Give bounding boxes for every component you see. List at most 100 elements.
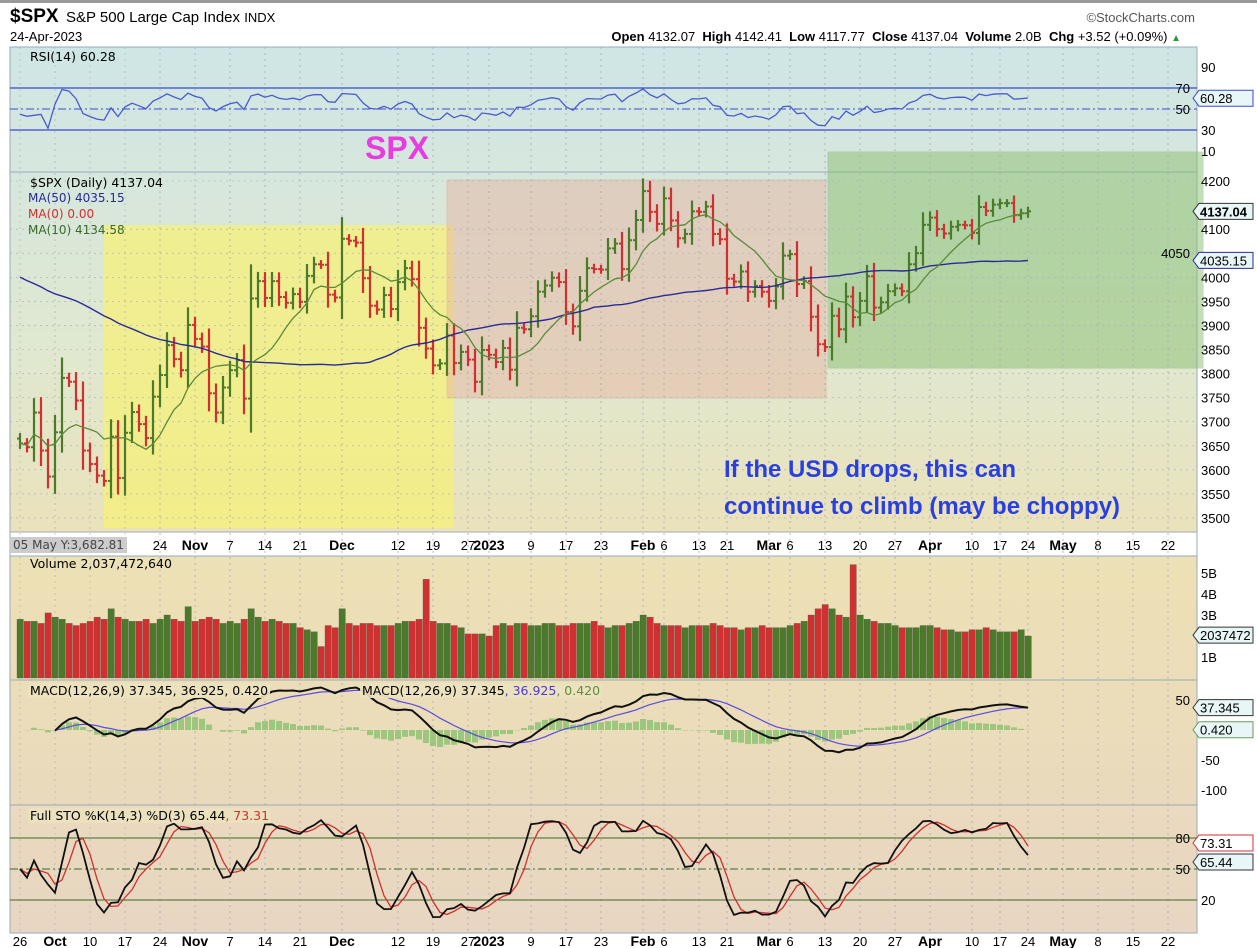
volume-bar [366,623,374,679]
bottom-date-label: 13 [692,934,706,948]
volume-bar [541,623,549,679]
volume-bar [996,631,1004,679]
volume-bar [128,621,136,679]
volume-bar [870,621,878,679]
volume-bar [100,619,108,679]
volume-bar [961,631,969,679]
volume-bar [611,625,619,679]
volume-bar [660,625,668,679]
macd-histogram-bar [451,730,457,745]
bottom-date-label: 12 [391,934,405,948]
macd-histogram-bar [605,721,611,730]
ma10-line [19,212,1029,451]
volume-last: 2037472 [1200,628,1251,643]
volume-bar [23,621,31,679]
volume-bar [93,616,101,679]
volume-last-tag [1192,626,1254,644]
volume-bar [891,625,899,679]
volume-bar [352,625,360,679]
volume-bar [884,623,892,679]
volume-bar [744,627,752,679]
volume-label: Volume [965,29,1012,44]
volume-bar [695,625,703,679]
open-label: Open [611,29,645,44]
bottom-date-label: May [1049,933,1076,948]
rsi-tick: 10 [1201,144,1215,159]
bottom-date-label: 8 [1094,934,1101,948]
macd-histogram-bar [913,721,919,730]
macd-histogram-bar [367,730,373,736]
macd-histogram-bar [248,727,254,730]
bottom-date-label: 17 [559,934,573,948]
volume-bar [905,627,913,679]
volume-bar [513,623,521,679]
price-tick: 3500 [1201,511,1230,526]
macd-line [54,686,1029,754]
bottom-date-label: 10 [965,934,979,948]
volume-bar [219,623,227,679]
bottom-date-label: Mar [757,933,782,948]
volume-bar [674,625,682,679]
volume-bar [989,629,997,679]
volume-bar [814,608,822,679]
volume-bar [401,621,409,679]
bottom-date-label: 19 [426,934,440,948]
volume-bar [520,623,528,679]
volume-bar [730,627,738,679]
volume-bar [268,619,276,679]
macd-histogram-bar [115,730,121,737]
volume-bar [688,625,696,679]
bottom-date-label: 15 [1126,934,1140,948]
macd-legend-hist: , 0.420 [556,683,601,698]
price-tick: 3900 [1201,318,1230,333]
ma50-legend: MA(50) 4035.15 [28,191,125,205]
macd-tick: -50 [1201,753,1220,768]
sto-d-line [19,821,1029,916]
volume-bar [912,627,920,679]
macd-histogram-bar [668,724,674,730]
volume-bar [44,612,52,679]
volume-bar [800,621,808,679]
volume-bar [233,623,241,679]
window-top-border [0,0,1257,3]
volume-bar [86,621,94,679]
macd-histogram-bar [318,725,324,730]
macd-histogram-bar [409,730,415,737]
volume-bar [464,633,472,679]
volume-bar [317,646,325,679]
volume-bar [919,625,927,679]
price-tick: 4100 [1201,222,1230,237]
volume-bar [205,616,213,679]
volume-bar [338,608,346,679]
macd-histogram-bar [472,730,478,743]
close-value: 4137.04 [911,29,959,44]
index-name: S&P 500 Large Cap Index [66,9,241,26]
macd-histogram-bar [969,723,975,730]
macd-histogram-bar [1004,725,1010,730]
low-label: Low [789,29,816,44]
macd-legend: MACD(12,26,9) 37.345, 36.925, 0.420 [360,683,603,698]
volume-bar [702,625,710,679]
macd-histogram-bar [94,730,100,735]
bottom-date-label: 26 [13,934,27,948]
macd-histogram-bar [731,730,737,743]
rsi-tick: 70 [1176,81,1190,96]
volume-bar [926,625,934,679]
spx-annotation: SPX [365,130,430,166]
chg-label: Chg [1048,29,1075,44]
price-tick: 3550 [1201,487,1230,502]
macd-histogram-bar [220,730,226,732]
macd-histogram-bar [388,730,394,741]
volume-bar [492,625,500,679]
macd-histogram-bar [507,730,513,735]
volume-bar [37,623,45,679]
bottom-date-label: 22 [1161,934,1175,948]
price-tick: 3800 [1201,367,1230,382]
ma50-line [19,259,1029,366]
volume-bar [751,627,759,679]
volume-bar [877,623,885,679]
high-label: High [702,29,732,44]
macd-histogram-bar [899,725,905,730]
volume-bar [947,629,955,679]
